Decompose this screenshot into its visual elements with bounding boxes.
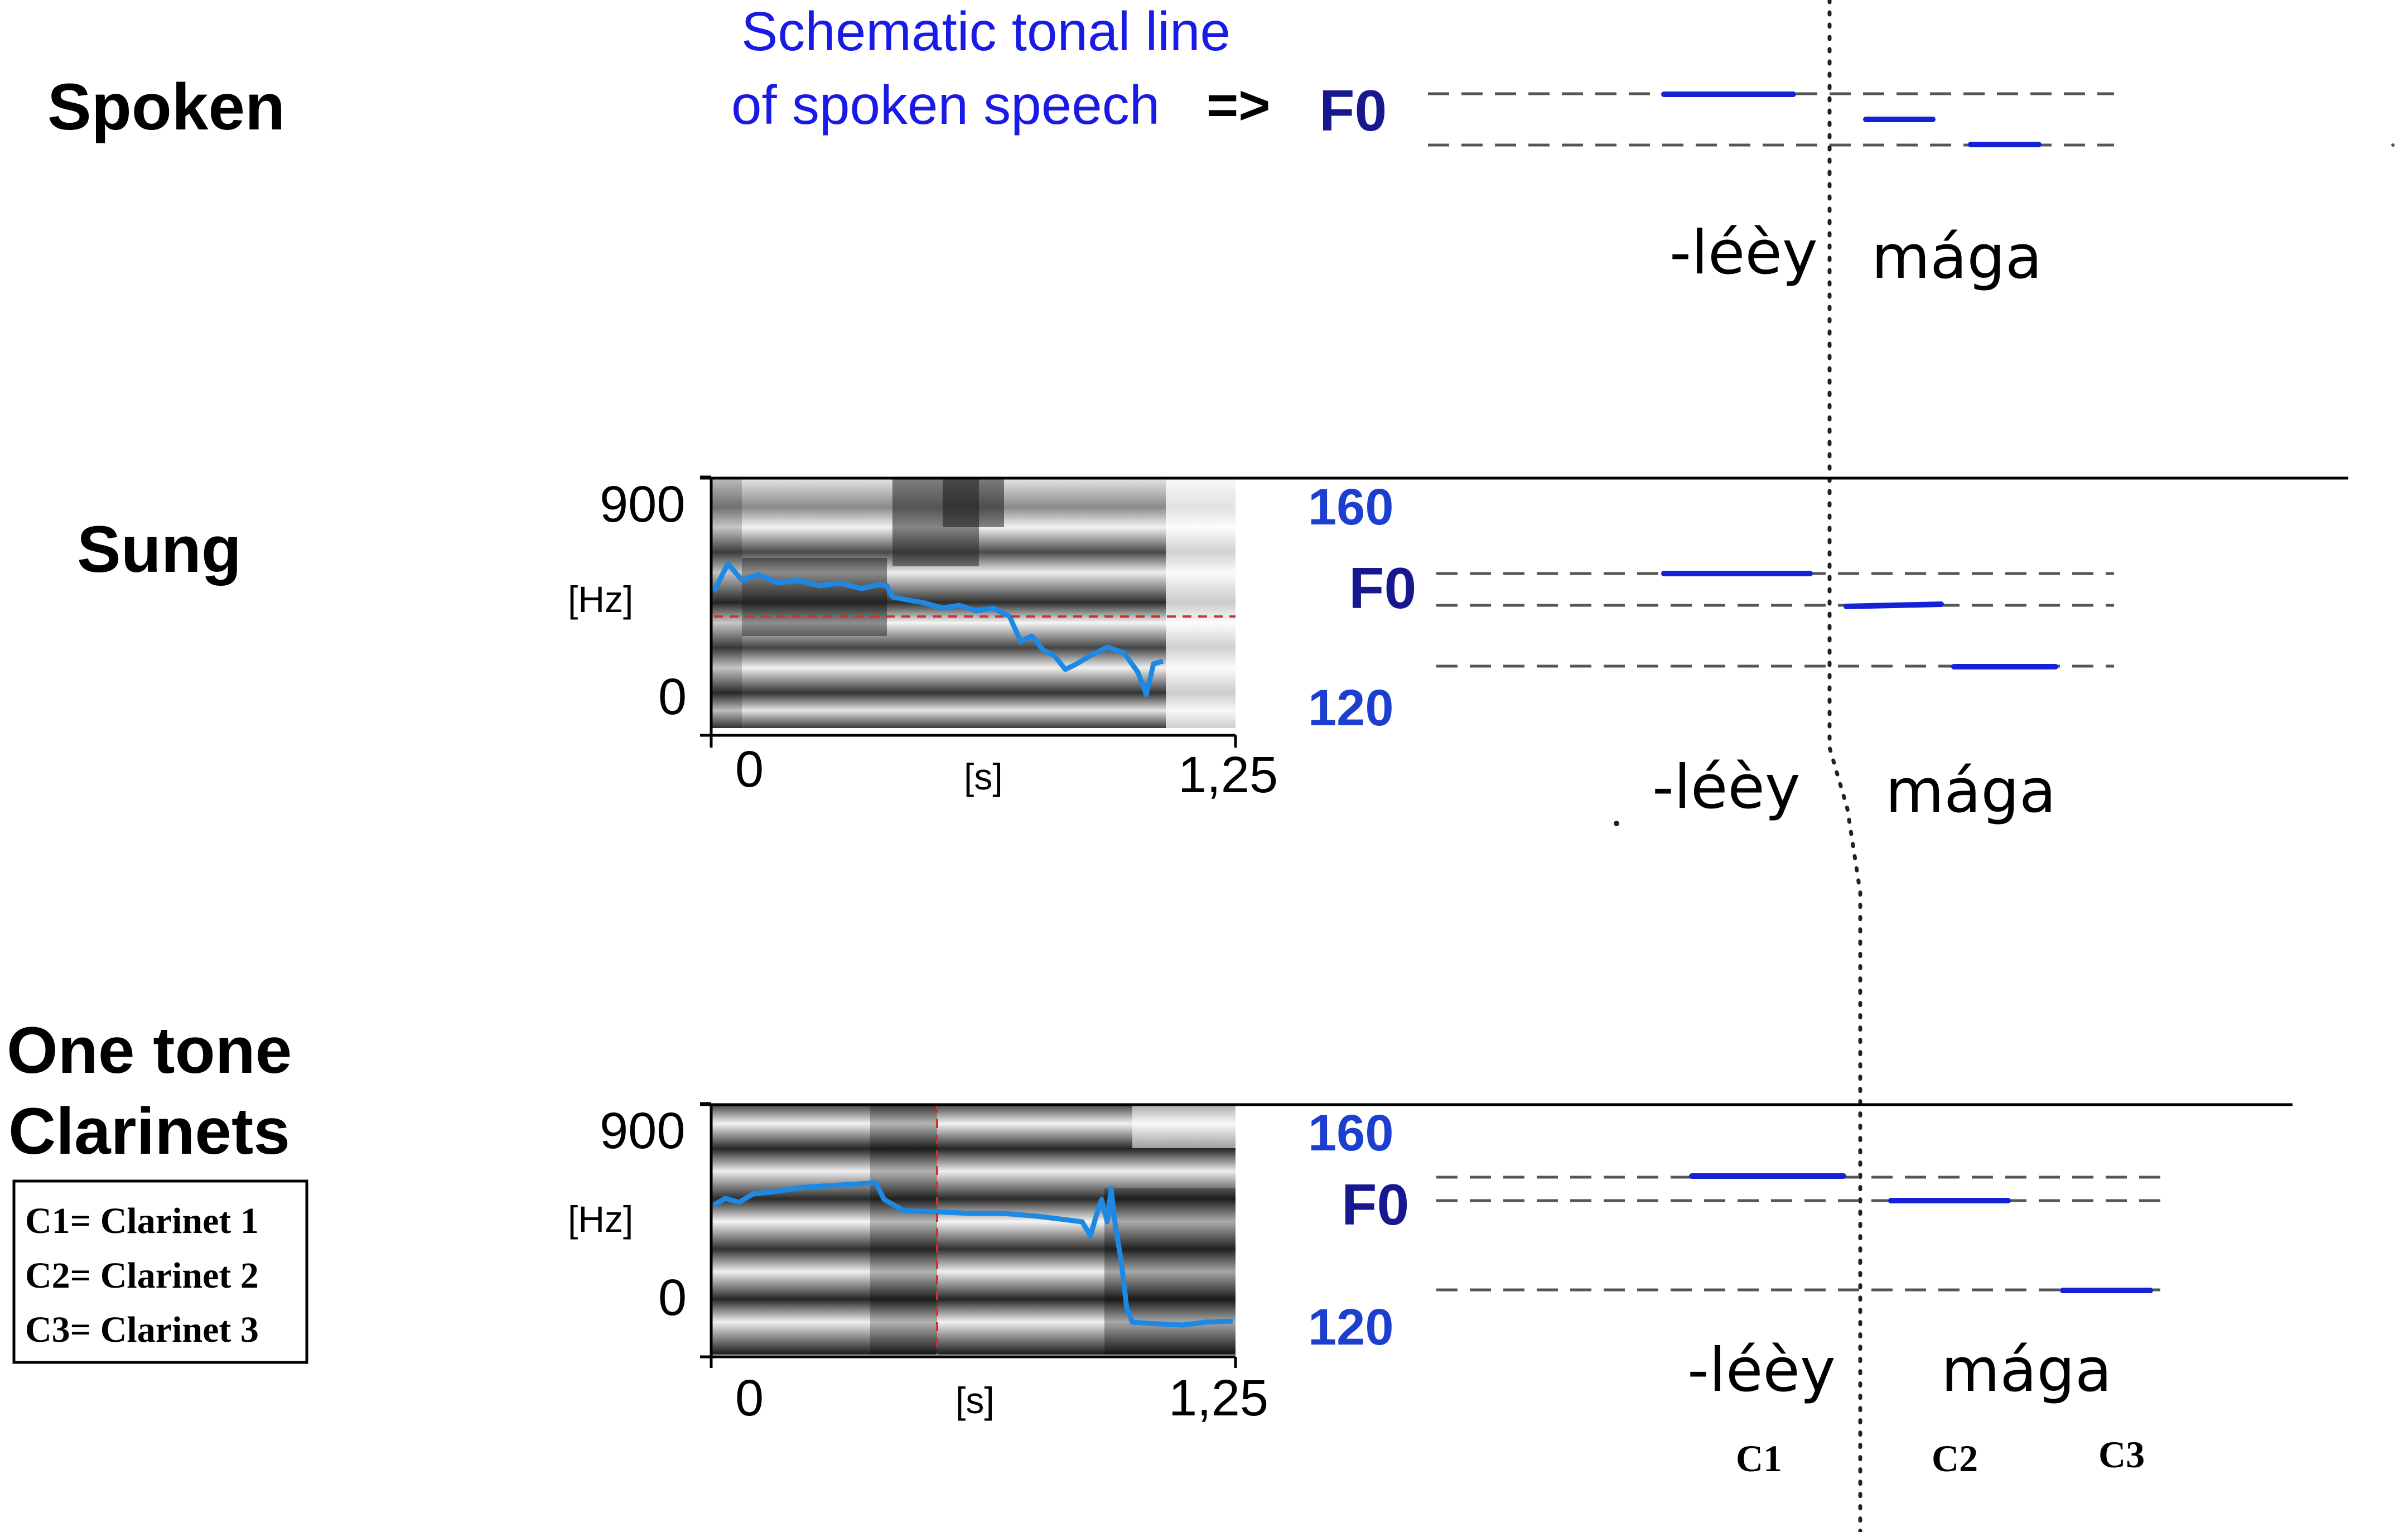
stray-dot	[2391, 143, 2395, 147]
syllable-leey-spoken: -léèy	[1669, 218, 1818, 288]
spectrogram-sung	[711, 477, 1236, 728]
clarinet-label-c1: C1	[1736, 1437, 1782, 1480]
syllable-leey-sung: -léèy	[1652, 753, 1801, 822]
pitch-track-clarinets	[712, 1180, 1233, 1328]
y-unit-clarinets: [Hz]	[568, 1198, 633, 1240]
syllable-maga-spoken: mága	[1871, 223, 2042, 292]
tone-segments-clarinets	[1689, 1173, 2153, 1293]
y-min-clarinets: 0	[658, 1269, 687, 1326]
reference-lines-sung	[1436, 572, 2114, 668]
row-title-clarinets-1: One tone	[7, 1014, 292, 1087]
y-max-clarinets: 900	[600, 1102, 686, 1159]
caption-arrow: =>	[1207, 74, 1270, 136]
syllable-leey-clarinets: -léèy	[1687, 1336, 1836, 1405]
scale-bottom-clarinets: 120	[1308, 1299, 1394, 1356]
legend-item-c1: C1= Clarinet 1	[25, 1201, 259, 1241]
tone-segments-sung	[1661, 571, 2058, 669]
clarinet-legend-box	[12, 1179, 308, 1364]
stray-dot	[1614, 821, 1619, 826]
clarinet-legend: C1= Clarinet 1 C2= Clarinet 2 C3= Clarin…	[12, 1179, 308, 1364]
f0-label-sung: F0	[1349, 556, 1416, 621]
y-min-sung: 0	[658, 668, 687, 725]
y-unit-sung: [Hz]	[568, 579, 633, 620]
clarinet-label-c3: C3	[2098, 1433, 2145, 1476]
reference-lines-clarinets	[1436, 1176, 2170, 1292]
y-max-sung: 900	[600, 476, 686, 533]
axes-clarinets	[700, 1102, 1237, 1368]
legend-item-c2: C2= Clarinet 2	[25, 1255, 259, 1296]
x-max-sung: 1,25	[1178, 746, 1278, 803]
f0-label-clarinets: F0	[1341, 1173, 1409, 1237]
reference-lines-spoken	[1428, 92, 2114, 147]
x-min-sung: 0	[735, 741, 764, 798]
x-unit-sung: [s]	[964, 756, 1003, 797]
scale-top-clarinets: 160	[1308, 1105, 1394, 1162]
f0-label-spoken: F0	[1319, 79, 1387, 143]
x-min-clarinets: 0	[735, 1370, 764, 1427]
x-max-clarinets: 1,25	[1169, 1370, 1268, 1427]
scale-top-sung: 160	[1308, 479, 1394, 536]
syllable-maga-clarinets: mága	[1941, 1336, 2112, 1405]
row-title-clarinets-2: Clarinets	[8, 1095, 290, 1168]
tone-segments-spoken	[1661, 91, 2042, 147]
scale-bottom-sung: 120	[1308, 680, 1394, 736]
pitch-track-sung	[711, 561, 1164, 697]
caption-line-1: Schematic tonal line	[741, 1, 1230, 62]
syllable-maga-sung: mága	[1885, 757, 2056, 826]
legend-item-c3: C3= Clarinet 3	[25, 1309, 259, 1350]
row-title-spoken: Spoken	[47, 70, 285, 144]
syllable-boundary-line	[1827, 0, 1862, 1532]
tone-segment-ma	[1844, 601, 1944, 609]
x-unit-clarinets: [s]	[956, 1380, 995, 1421]
caption-line-2: of spoken speech	[731, 74, 1160, 136]
clarinet-label-c2: C2	[1932, 1437, 1978, 1480]
row-title-sung: Sung	[77, 513, 242, 586]
spectrogram-clarinets	[711, 1104, 1236, 1355]
